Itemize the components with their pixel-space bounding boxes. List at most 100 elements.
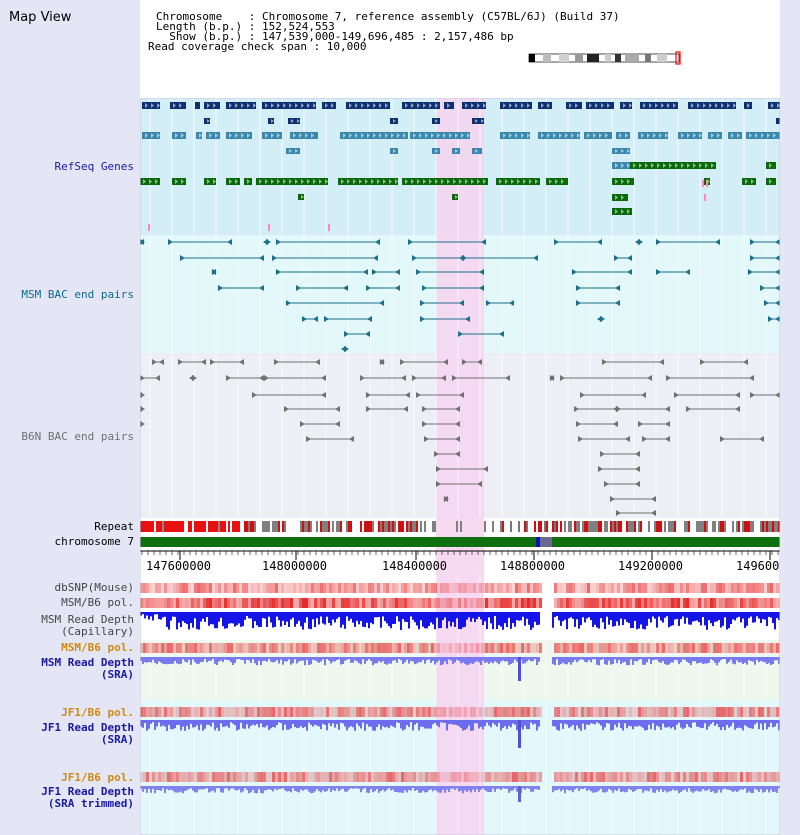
read-depth-bar	[646, 720, 648, 731]
read-depth-bar	[186, 612, 188, 625]
polymorphism-cell	[173, 772, 176, 782]
read-depth-bar	[754, 657, 756, 665]
read-depth-bar	[508, 786, 510, 793]
polymorphism-cell	[557, 598, 560, 608]
read-depth-bar	[690, 657, 692, 666]
polymorphism-cell	[602, 583, 605, 593]
polymorphism-cell	[500, 772, 503, 782]
bac-end-marker	[395, 269, 400, 275]
read-depth-bar	[140, 720, 142, 727]
polymorphism-cell	[569, 772, 572, 782]
read-depth-bar	[322, 612, 324, 624]
polymorphism-cell	[149, 772, 152, 782]
polymorphism-cell	[605, 707, 608, 717]
read-depth-bar	[628, 657, 630, 666]
gene-direction-arrow	[535, 179, 538, 184]
read-depth-bar	[622, 786, 624, 792]
polymorphism-cell	[341, 598, 344, 608]
polymorphism-cell	[293, 583, 296, 593]
read-depth-bar	[316, 786, 318, 789]
polymorphism-cell	[578, 643, 581, 653]
polymorphism-cell	[494, 772, 497, 782]
read-depth-bar	[166, 612, 168, 627]
polymorphism-cell	[437, 707, 440, 717]
read-depth-bar	[574, 720, 576, 731]
read-depth-bar	[682, 657, 684, 660]
read-depth-bar	[372, 612, 374, 625]
read-depth-bar	[194, 612, 196, 619]
read-depth-bar	[752, 720, 754, 729]
read-depth-bar	[462, 657, 464, 663]
polymorphism-cell	[221, 643, 224, 653]
jf1-read-depth-trimmed-sublabel: (SRA trimmed)	[47, 797, 134, 810]
repeat-element	[282, 521, 284, 532]
chromosome-ideogram[interactable]	[525, 50, 685, 66]
read-depth-bar	[336, 786, 338, 789]
read-depth-bar	[228, 786, 230, 791]
refseq-gene	[586, 102, 614, 109]
read-depth-bar	[486, 786, 488, 792]
read-depth-bar	[430, 720, 432, 729]
read-depth-bar	[226, 720, 228, 726]
polymorphism-cell	[722, 643, 725, 653]
repeat-element	[634, 521, 636, 532]
polymorphism-cell	[161, 598, 164, 608]
polymorphism-cell	[431, 598, 434, 608]
polymorphism-cell	[641, 583, 644, 593]
read-depth-bar	[248, 657, 250, 661]
read-depth-bar	[652, 612, 654, 617]
bac-end-marker	[422, 421, 427, 427]
gene-direction-arrow	[313, 179, 316, 184]
polymorphism-cell	[302, 772, 305, 782]
read-depth-bar	[370, 612, 372, 623]
polymorphism-cell	[149, 598, 152, 608]
polymorphism-cell	[665, 772, 668, 782]
genome-track-panel[interactable]: 147600000 148000000 148400000 148800000 1492…	[140, 98, 780, 835]
read-depth-bar	[756, 612, 758, 617]
read-depth-bar	[438, 612, 440, 629]
polymorphism-cell	[632, 772, 635, 782]
polymorphism-cell	[152, 772, 155, 782]
read-depth-bar	[620, 612, 622, 619]
polymorphism-cell	[584, 583, 587, 593]
gene-direction-arrow	[699, 163, 702, 168]
read-depth-bar	[418, 657, 420, 663]
polymorphism-cell	[497, 643, 500, 653]
polymorphism-cell	[614, 772, 617, 782]
polymorphism-cell	[674, 643, 677, 653]
gene-direction-arrow	[521, 133, 524, 138]
polymorphism-cell	[443, 643, 446, 653]
polymorphism-cell	[332, 643, 335, 653]
read-depth-bar	[460, 786, 462, 791]
read-depth-bar	[184, 720, 186, 731]
polymorphism-cell	[695, 772, 698, 782]
gene-direction-arrow	[289, 103, 292, 108]
gene-direction-arrow	[383, 179, 386, 184]
repeat-element	[736, 521, 738, 532]
read-depth-bar	[296, 720, 298, 729]
read-depth-bar	[398, 612, 400, 622]
repeat-element	[140, 521, 142, 532]
read-depth-bar	[694, 720, 696, 723]
read-depth-bar	[174, 612, 176, 617]
polymorphism-cell	[287, 643, 290, 653]
polymorphism-cell	[584, 772, 587, 782]
read-depth-bar	[654, 786, 656, 793]
read-depth-bar	[706, 612, 708, 630]
polymorphism-cell	[659, 583, 662, 593]
read-depth-bar	[332, 657, 334, 662]
gene-direction-arrow	[373, 133, 376, 138]
gene-direction-arrow	[443, 133, 446, 138]
read-depth-bar	[294, 720, 296, 727]
polymorphism-cell	[770, 598, 773, 608]
polymorphism-cell	[452, 583, 455, 593]
bac-end-marker	[315, 359, 320, 365]
gene-direction-arrow	[687, 163, 690, 168]
read-depth-bar	[700, 786, 702, 792]
polymorphism-cell	[572, 583, 575, 593]
read-depth-bar	[240, 720, 242, 723]
read-depth-bar	[384, 786, 386, 792]
repeat-element	[702, 521, 704, 532]
polymorphism-cell	[680, 583, 683, 593]
bac-end-marker	[715, 239, 720, 245]
